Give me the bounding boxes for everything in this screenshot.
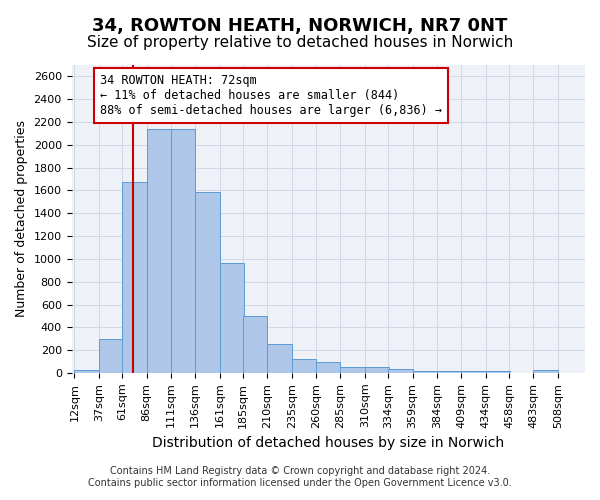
Bar	[99, 338, 123, 373]
Bar	[220, 264, 244, 373]
Bar	[388, 369, 413, 373]
Bar	[485, 370, 510, 373]
Bar	[413, 370, 437, 373]
Bar	[268, 344, 292, 373]
Y-axis label: Number of detached properties: Number of detached properties	[15, 120, 28, 318]
Bar	[340, 367, 365, 373]
Bar	[146, 129, 171, 373]
Text: 34 ROWTON HEATH: 72sqm
← 11% of detached houses are smaller (844)
88% of semi-de: 34 ROWTON HEATH: 72sqm ← 11% of detached…	[100, 74, 442, 117]
Bar	[461, 370, 485, 373]
Bar	[533, 370, 558, 373]
Text: Contains HM Land Registry data © Crown copyright and database right 2024.
Contai: Contains HM Land Registry data © Crown c…	[88, 466, 512, 487]
Bar	[74, 370, 99, 373]
Text: 34, ROWTON HEATH, NORWICH, NR7 0NT: 34, ROWTON HEATH, NORWICH, NR7 0NT	[92, 18, 508, 36]
Bar	[122, 182, 146, 373]
Bar	[243, 316, 268, 373]
Bar	[316, 362, 340, 373]
Text: Size of property relative to detached houses in Norwich: Size of property relative to detached ho…	[87, 35, 513, 50]
Bar	[171, 129, 195, 373]
Bar	[195, 192, 220, 373]
Bar	[292, 358, 316, 373]
Bar	[365, 367, 389, 373]
X-axis label: Distribution of detached houses by size in Norwich: Distribution of detached houses by size …	[152, 436, 505, 450]
Bar	[437, 370, 461, 373]
